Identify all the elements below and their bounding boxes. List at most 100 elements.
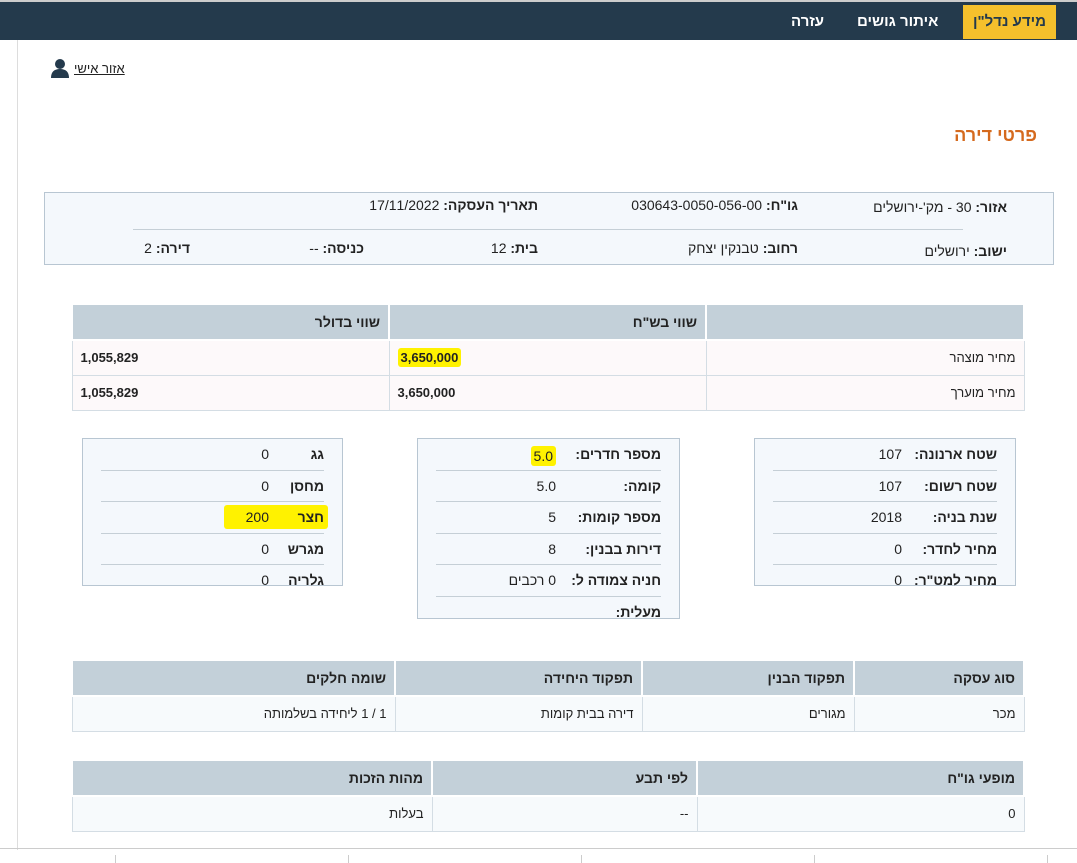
table-row: מחיר מוערך 3,650,000 1,055,829 — [71, 374, 1025, 411]
entrance-value: -- — [309, 240, 319, 256]
declared-price-usd: 1,055,829 — [71, 339, 390, 376]
street-value: טבנקין יצחק — [687, 240, 759, 256]
detail-label: מספר חדרים: — [575, 446, 661, 462]
detail-row: חניה צמודה ל: 0 רכבים — [436, 565, 661, 597]
detail-label: שנת בניה: — [932, 509, 997, 525]
personal-area-label[interactable]: אזור אישי — [74, 60, 125, 76]
detail-value: 2018 — [870, 509, 902, 525]
detail-label: מחיר למט"ר: — [913, 572, 997, 588]
date-value: 17/11/2022 — [369, 197, 440, 213]
area-label: אזור: — [975, 199, 1007, 215]
nav-block-locator[interactable]: איתור גושים — [857, 13, 939, 30]
top-nav: מידע נדל"ן איתור גושים עזרה — [0, 0, 1077, 40]
detail-label: חצר — [297, 509, 324, 525]
area-details-box: שטח ארנונה: 107 שטח רשום: 107 שנת בניה: 2018 מ… — [754, 438, 1016, 588]
house-label: בית: — [510, 240, 538, 256]
detail-label: מספר קומות: — [577, 509, 661, 525]
detail-label: שטח ארנונה: — [914, 446, 997, 462]
price-row-label: מחיר מוערך — [705, 374, 1025, 411]
detail-row: מחיר לחדר: 0 — [773, 534, 997, 565]
detail-value: 107 — [878, 446, 902, 462]
deal-header: תפקוד הבנין — [641, 659, 855, 697]
detail-row: מגרש 0 — [101, 534, 324, 565]
by-plan: -- — [431, 795, 698, 832]
price-header-ils: שווי בש"ח — [388, 303, 707, 341]
detail-row: מעלית: — [436, 597, 661, 629]
city-label: ישוב: — [973, 243, 1007, 259]
deal-header: תפקוד היחידה — [394, 659, 643, 697]
detail-value: 5 — [548, 509, 556, 525]
unit-function: דירה בבית קומות — [394, 695, 643, 732]
detail-row: שנת בניה: 2018 — [773, 502, 997, 534]
detail-row: שטח ארנונה: 107 — [773, 439, 997, 471]
detail-value: 5.0 — [536, 477, 556, 494]
date-label: תאריך העסקה: — [443, 197, 538, 213]
detail-label: שטח רשום: — [924, 477, 997, 494]
nav-help[interactable]: עזרה — [791, 13, 825, 30]
detail-value: 107 — [878, 477, 902, 494]
apartment-label: דירה: — [155, 240, 190, 256]
extras-box: גג 0 מחסן 0 חצר 200 מגרש 0 גלריה 0 — [82, 438, 343, 588]
detail-label: חניה צמודה ל: — [571, 572, 661, 588]
detail-row: גלריה 0 — [101, 565, 324, 597]
right-nature: בעלות — [71, 795, 433, 832]
declared-price-ils: 3,650,000 — [397, 348, 462, 368]
detail-label: מעלית: — [615, 603, 661, 620]
deal-table: סוג עסקה תפקוד הבנין תפקוד היחידה שומה חלקי… — [71, 659, 1025, 732]
estimated-price-ils: 3,650,000 — [388, 374, 707, 411]
detail-label: מחסן — [290, 477, 324, 494]
deal-header: שומה חלקים — [71, 659, 396, 697]
entrance-label: כניסה: — [322, 240, 365, 256]
detail-value: 0 — [261, 572, 269, 588]
parts-assessment: 1 / 1 ליחידה בשלמותה — [71, 695, 396, 732]
gush-value: 030643-0050-056-00 — [631, 197, 763, 213]
deal-type: מכר — [853, 695, 1025, 732]
detail-row: שטח רשום: 107 — [773, 471, 997, 502]
apartment-value: 2 — [144, 240, 152, 256]
detail-row: קומה: 5.0 — [436, 471, 661, 502]
gush-label: גו"ח: — [765, 197, 798, 213]
deal-info-box — [44, 192, 1054, 265]
detail-label: מחיר לחדר: — [922, 540, 997, 557]
detail-row: חצר 200 — [101, 502, 328, 534]
nav-real-estate-info[interactable]: מידע נדל"ן — [963, 5, 1057, 39]
street-label: רחוב: — [762, 240, 798, 256]
gush-occurrences: 0 — [696, 795, 1025, 832]
rights-table: מופעי גו"ח לפי תבע מהות הזכות 0 -- בעלות — [71, 759, 1025, 832]
price-row-label: מחיר מוצהר — [705, 339, 1025, 376]
building-details-box: מספר חדרים: 5.0 קומה: 5.0 מספר קומות: 5 דירות … — [417, 438, 680, 620]
detail-value: 5.0 — [530, 446, 556, 466]
area-value: 30 - מק'-ירושלים — [873, 199, 972, 215]
personal-area-link[interactable]: אזור אישי — [50, 58, 125, 78]
detail-row: מספר קומות: 5 — [436, 502, 661, 534]
bottom-divider — [0, 848, 1077, 849]
rights-header: מהות הזכות — [71, 759, 433, 797]
price-header — [705, 303, 1025, 341]
estimated-price-usd: 1,055,829 — [71, 374, 390, 411]
detail-value: 0 — [894, 540, 902, 557]
detail-row: גג 0 — [101, 439, 324, 471]
detail-value: 0 — [261, 540, 269, 557]
detail-value: 0 רכבים — [508, 572, 556, 588]
detail-value: 0 — [261, 446, 269, 462]
table-row: 0 -- בעלות — [71, 795, 1025, 832]
table-row: מחיר מוצהר 3,650,000 1,055,829 — [71, 339, 1025, 376]
detail-value: 200 — [245, 509, 269, 525]
detail-row: דירות בבנין: 8 — [436, 534, 661, 565]
detail-value: 0 — [894, 572, 902, 588]
detail-label: מגרש — [287, 540, 324, 557]
detail-label: דירות בבנין: — [585, 540, 661, 557]
detail-label: קומה: — [623, 477, 661, 494]
user-icon — [51, 59, 69, 78]
table-row: מכר מגורים דירה בבית קומות 1 / 1 ליחידה בשל… — [71, 695, 1025, 732]
detail-value: 0 — [261, 477, 269, 494]
deal-header: סוג עסקה — [853, 659, 1025, 697]
rights-header: לפי תבע — [431, 759, 698, 797]
detail-value: 8 — [548, 540, 556, 557]
price-table: שווי בש"ח שווי בדולר מחיר מוצהר 3,650,000 1… — [71, 303, 1025, 411]
divider — [17, 40, 18, 850]
page-title: פרטי דירה — [954, 125, 1037, 145]
detail-label: גלריה — [288, 572, 324, 588]
detail-row: מחיר למט"ר: 0 — [773, 565, 997, 597]
house-value: 12 — [490, 240, 507, 256]
